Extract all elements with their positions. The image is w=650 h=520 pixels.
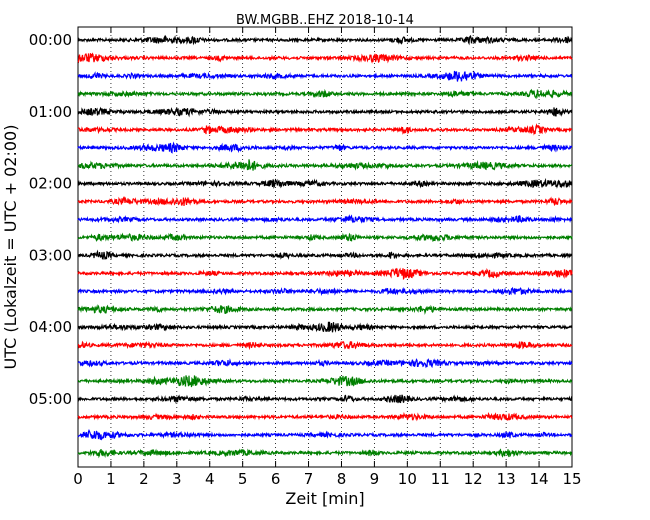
y-tick-label: 02:00 [29,175,72,193]
seismic-trace [77,52,573,64]
x-tick-label: 11 [431,470,450,488]
seismic-trace [77,249,573,260]
seismic-trace [77,375,573,388]
seismic-trace [77,304,573,315]
y-tick-label: 00:00 [29,31,72,49]
y-tick-label: 04:00 [29,318,72,336]
x-tick-label: 12 [464,470,483,488]
y-tick-label: 03:00 [29,246,72,264]
seismic-trace [77,70,573,82]
x-tick-label: 7 [304,470,314,488]
seismic-trace [77,232,573,243]
seismic-trace [77,196,573,207]
seismic-trace [77,286,573,297]
x-axis-label: Zeit [min] [285,489,364,508]
x-tick-label: 14 [530,470,549,488]
seismic-trace [77,159,573,171]
vertical-gridlines [110,27,540,467]
seismic-trace [77,321,573,333]
seismic-trace [77,448,573,459]
x-tick-label: 4 [205,470,215,488]
seismic-trace [77,267,573,281]
x-tick-label: 2 [139,470,149,488]
y-axis-ticks: 00:00 01:00 02:00 03:00 04:00 05:00 [29,31,572,408]
chart-title: BW.MGBB..EHZ 2018-10-14 [236,13,414,28]
x-tick-label: 0 [73,470,83,488]
seismic-trace [77,123,573,136]
y-tick-label: 05:00 [29,390,72,408]
seismic-trace [77,340,573,351]
seismic-trace [77,141,573,154]
seismic-trace [77,358,573,369]
trace-group [77,34,573,459]
seismic-trace [77,106,573,118]
seismic-trace [77,428,573,441]
seismic-trace [77,34,573,46]
seismic-trace [77,394,573,404]
x-tick-label: 6 [271,470,281,488]
x-tick-label: 5 [238,470,248,488]
x-tick-label: 10 [398,470,417,488]
seismic-trace [77,177,573,189]
x-tick-label: 1 [106,470,116,488]
seismic-trace [77,88,573,100]
y-axis-label: UTC (Lokalzeit = UTC + 02:00) [1,125,20,370]
x-tick-label: 8 [337,470,347,488]
x-tick-label: 13 [497,470,516,488]
x-tick-label: 9 [370,470,380,488]
seismic-trace [77,214,573,224]
y-tick-label: 01:00 [29,103,72,121]
seismic-trace [77,411,573,422]
x-tick-label: 3 [172,470,182,488]
x-tick-label: 15 [562,470,581,488]
plot-area [77,26,573,468]
x-axis-ticks: 0 1 2 3 4 5 6 7 8 9 10 11 12 13 14 15 [73,27,582,488]
